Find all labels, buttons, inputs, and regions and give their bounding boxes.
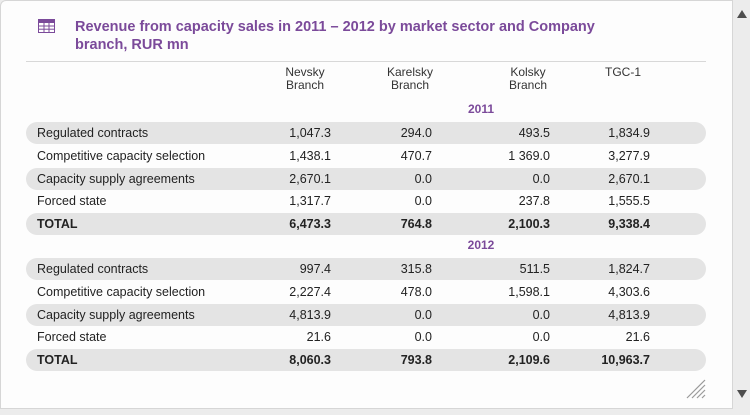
karelsky-value: 0.0 [414, 194, 432, 209]
table-row: Competitive capacity selection 1,438.1 470… [26, 145, 706, 167]
tgc1-value: 4,303.6 [608, 284, 650, 299]
table-icon [38, 19, 55, 33]
row-label: Regulated contracts [37, 262, 149, 276]
table-row: Forced state 1,317.7 0.0 237.8 1,555.5 [26, 190, 706, 212]
year-heading: 2011 [467, 102, 495, 116]
nevsky-value: 2,670.1 [289, 171, 331, 186]
tgc1-value: 21.6 [625, 330, 650, 345]
karelsky-value: 470.7 [400, 148, 432, 163]
resize-grip-icon[interactable] [684, 377, 706, 399]
table-row: Competitive capacity selection 2,227.4 478… [26, 281, 706, 303]
arrow-down-icon[interactable] [737, 390, 747, 398]
table-row: Regulated contracts 997.4 315.8 511.5 1,824.… [26, 258, 706, 280]
kolsky-value: 1 369.0 [508, 148, 550, 163]
report-panel: Revenue from capacity sales in 2011 – 20… [0, 0, 733, 409]
nevsky-value: 1,438.1 [289, 148, 331, 163]
karelsky-value: 478.0 [400, 284, 432, 299]
tgc1-value: 1,824.7 [608, 262, 650, 276]
nevsky-value: 6,473.3 [289, 217, 331, 231]
row-label: Forced state [37, 194, 107, 209]
row-label: Capacity supply agreements [37, 171, 195, 186]
nevsky-value: 2,227.4 [289, 284, 331, 299]
column-header-kolsky: Kolsky Branch [508, 65, 548, 92]
row-label: TOTAL [37, 217, 78, 231]
kolsky-value: 493.5 [518, 126, 550, 140]
row-label: Regulated contracts [37, 126, 149, 140]
column-header-tgc1: TGC-1 [605, 65, 641, 79]
kolsky-value: 511.5 [519, 262, 550, 276]
kolsky-value: 0.0 [532, 330, 550, 345]
karelsky-value: 315.8 [400, 262, 432, 276]
tgc1-value: 3,277.9 [608, 148, 650, 163]
row-label: Competitive capacity selection [37, 148, 206, 163]
total-row: TOTAL 6,473.3 764.8 2,100.3 9,338.4 [26, 213, 706, 235]
tgc1-value: 10,963.7 [601, 353, 650, 367]
karelsky-value: 0.0 [414, 307, 432, 322]
column-header-karelsky: Karelsky Branch [386, 65, 433, 92]
karelsky-value: 294.0 [400, 126, 432, 140]
karelsky-value: 764.8 [400, 217, 432, 231]
kolsky-value: 2,109.6 [508, 353, 550, 367]
karelsky-value: 0.0 [414, 171, 432, 186]
column-header-nevsky: Nevsky Branch [285, 65, 325, 92]
tgc1-value: 2,670.1 [608, 171, 650, 186]
table-row: Capacity supply agreements 4,813.9 0.0 0.0 4… [26, 303, 706, 326]
nevsky-value: 997.4 [299, 262, 331, 276]
table-row: Forced state 21.6 0.0 0.0 21.6 [26, 326, 706, 348]
nevsky-value: 1,317.7 [289, 194, 331, 209]
arrow-up-icon[interactable] [737, 10, 747, 18]
kolsky-value: 2,100.3 [508, 217, 550, 231]
karelsky-value: 793.8 [400, 353, 432, 367]
nevsky-value: 21.6 [306, 330, 331, 345]
kolsky-value: 0.0 [532, 307, 550, 322]
tgc1-value: 9,338.4 [608, 217, 650, 231]
table-row: Regulated contracts 1,047.3 294.0 493.5 1,83… [26, 122, 706, 144]
total-row: TOTAL 8,060.3 793.8 2,109.6 10,963.7 [26, 349, 706, 371]
header-divider [26, 61, 706, 62]
nevsky-value: 1,047.3 [289, 126, 331, 140]
kolsky-value: 1,598.1 [508, 284, 550, 299]
nevsky-value: 4,813.9 [289, 307, 331, 322]
row-label: Competitive capacity selection [37, 284, 206, 299]
karelsky-value: 0.0 [414, 330, 432, 345]
table-title: Revenue from capacity sales in 2011 – 20… [75, 19, 595, 53]
table-row: Capacity supply agreements 2,670.1 0.0 0.0 2… [26, 167, 706, 190]
row-label: Capacity supply agreements [37, 307, 195, 322]
row-label: Forced state [37, 330, 107, 345]
row-label: TOTAL [37, 353, 78, 367]
tgc1-value: 4,813.9 [608, 307, 650, 322]
tgc1-value: 1,555.5 [608, 194, 650, 209]
bottom-strip [0, 409, 733, 415]
nevsky-value: 8,060.3 [289, 353, 331, 367]
kolsky-value: 0.0 [532, 171, 550, 186]
year-heading: 2012 [467, 238, 495, 252]
kolsky-value: 237.8 [518, 194, 550, 209]
tgc1-value: 1,834.9 [608, 126, 650, 140]
vertical-scrollbar[interactable] [733, 0, 750, 409]
